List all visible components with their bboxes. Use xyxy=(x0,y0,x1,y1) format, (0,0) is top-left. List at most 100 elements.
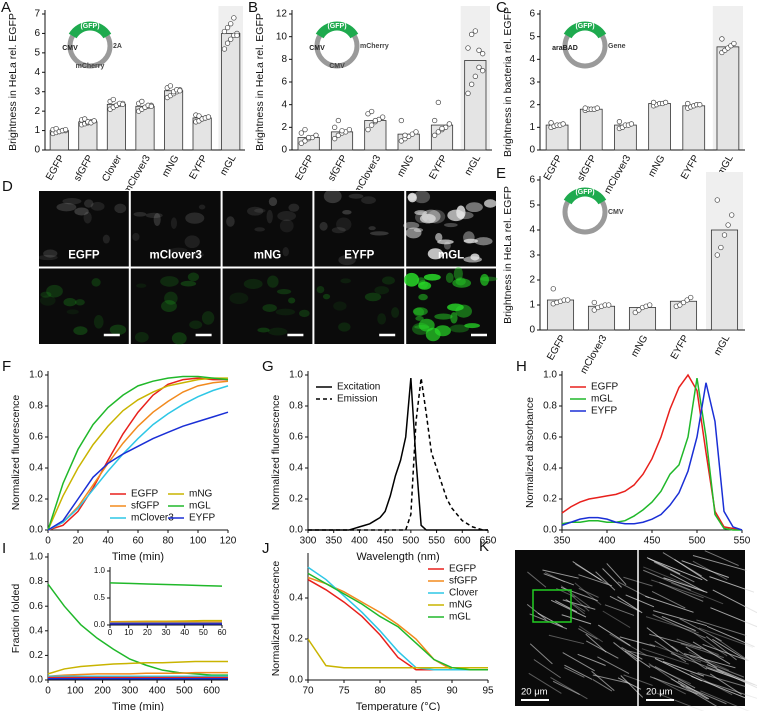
data-point xyxy=(167,83,174,89)
fiber xyxy=(715,637,750,662)
data-point xyxy=(148,103,154,109)
cell xyxy=(338,322,351,332)
cell xyxy=(93,315,104,329)
fiber xyxy=(645,595,694,613)
cell xyxy=(435,233,443,242)
fiber xyxy=(697,672,747,688)
series-line xyxy=(47,377,228,531)
fiber xyxy=(537,612,563,628)
cell xyxy=(288,297,296,304)
fiber xyxy=(591,670,615,692)
series-line xyxy=(47,385,229,531)
data-point xyxy=(432,132,438,138)
y-tick-label: 0.0 xyxy=(289,675,303,686)
panel-label: G xyxy=(262,358,274,375)
cell xyxy=(427,248,444,260)
cell xyxy=(268,197,278,206)
x-tick-label: 200 xyxy=(94,686,111,697)
cell xyxy=(418,293,428,301)
micrograph xyxy=(38,267,130,345)
cell xyxy=(254,208,266,213)
fiber xyxy=(562,652,595,672)
cell xyxy=(464,323,480,329)
series-line xyxy=(109,619,222,623)
x-tick-label: 60 xyxy=(132,536,144,547)
cell xyxy=(323,189,342,204)
cell xyxy=(453,267,463,281)
y-tick-label: 2 xyxy=(34,106,40,117)
fiber xyxy=(627,650,665,660)
x-tick-label: 20 xyxy=(72,536,84,547)
data-point xyxy=(332,136,338,142)
fiber xyxy=(595,571,616,591)
x-tick-label: 95 xyxy=(482,686,494,697)
fiber xyxy=(690,672,733,696)
cell xyxy=(226,216,235,227)
fiber xyxy=(709,576,755,593)
scale-label: 20 μm xyxy=(521,687,548,698)
y-tick-label: 0.2 xyxy=(29,650,43,661)
panel-label: K xyxy=(479,538,489,555)
panel-label: J xyxy=(262,540,270,557)
plasmid-label: araBAD xyxy=(552,45,578,52)
cell xyxy=(455,277,466,286)
x-tick-label: mGL xyxy=(712,333,733,358)
cell xyxy=(91,278,101,287)
fiber xyxy=(575,563,608,585)
plasmid-label: CMV xyxy=(309,45,325,52)
cell xyxy=(447,209,465,222)
series-line xyxy=(47,660,228,675)
cell xyxy=(257,327,270,333)
cell xyxy=(90,201,105,211)
micrograph xyxy=(221,190,314,268)
fiber xyxy=(651,579,704,599)
data-point xyxy=(365,126,371,133)
y-axis-label: Brightness in HeLa rel. EGFP xyxy=(7,13,19,151)
x-tick-label: mClover3 xyxy=(578,333,609,376)
x-tick-label: 550 xyxy=(734,536,751,547)
fiber xyxy=(704,680,757,699)
series-line xyxy=(47,377,228,531)
cell xyxy=(40,291,52,298)
cell xyxy=(38,254,58,261)
cell xyxy=(102,234,110,244)
cell xyxy=(40,295,56,306)
y-tick-label: 4 xyxy=(281,99,287,110)
fiber xyxy=(706,625,755,648)
image-label: EYFP xyxy=(344,250,374,262)
cell xyxy=(133,211,147,217)
fiber xyxy=(533,659,561,679)
x-tick-label: mGL xyxy=(463,153,484,178)
cell xyxy=(198,204,206,210)
legend-label: mNG xyxy=(449,600,473,611)
series-line xyxy=(307,572,488,671)
data-point xyxy=(402,132,408,138)
cell xyxy=(164,291,178,305)
micrograph xyxy=(129,190,222,268)
plasmid-label: (GFP) xyxy=(80,23,99,30)
data-point xyxy=(680,299,687,306)
data-point xyxy=(196,113,202,119)
data-point xyxy=(582,105,588,111)
y-tick-label: 0.0 xyxy=(29,675,43,686)
x-tick-label: 500 xyxy=(403,536,420,547)
x-tick-label: 50 xyxy=(199,628,208,637)
y-tick-label: 1.0 xyxy=(543,370,557,381)
plasmid-label: mCherry xyxy=(76,63,105,70)
fiber xyxy=(560,585,590,608)
x-tick-label: EYFP xyxy=(669,333,692,361)
cell xyxy=(336,217,352,232)
cell xyxy=(412,322,430,335)
plasmid-label: CMV xyxy=(608,209,624,216)
data-point xyxy=(234,32,240,39)
data-point xyxy=(413,129,419,135)
data-point xyxy=(548,120,554,126)
cell xyxy=(275,308,296,316)
legend-label: mGL xyxy=(449,612,471,623)
cell xyxy=(404,272,420,287)
series-line xyxy=(47,583,228,676)
data-point xyxy=(82,116,88,122)
x-tick-label: 350 xyxy=(554,536,571,547)
fiber xyxy=(648,557,703,581)
x-tick-label: 400 xyxy=(351,536,368,547)
